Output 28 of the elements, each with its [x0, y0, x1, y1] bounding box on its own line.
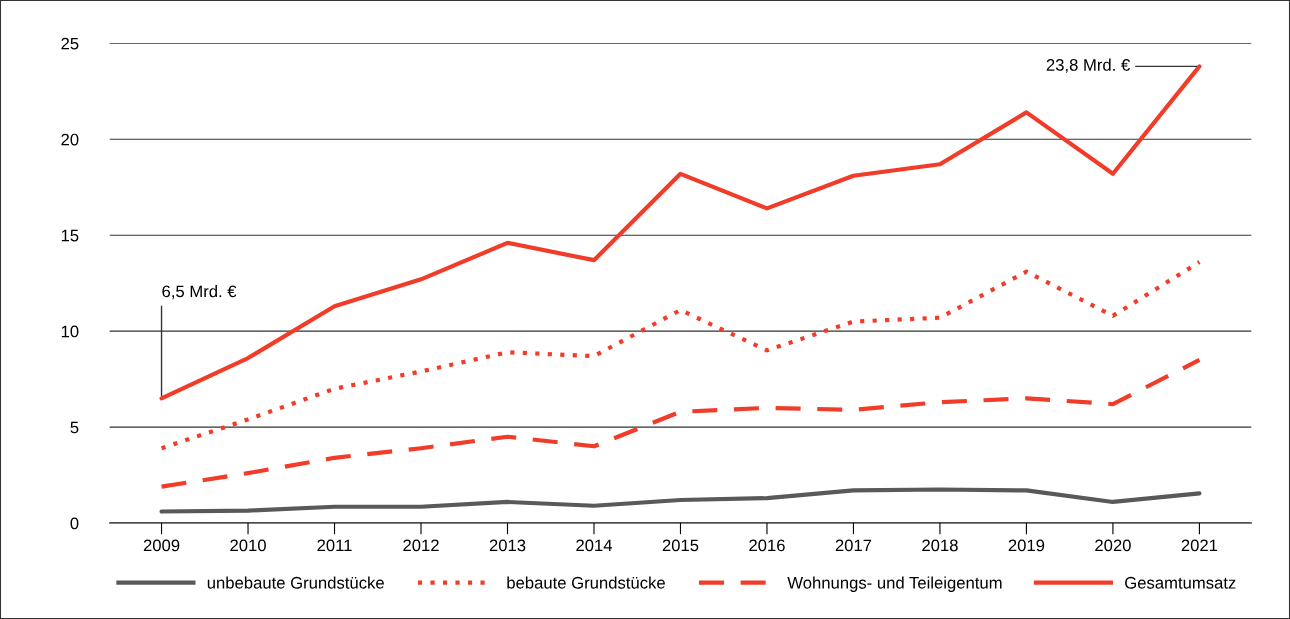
y-tick-label: 15 [61, 229, 79, 242]
legend-label: unbebaute Grundstücke [207, 576, 384, 589]
legend-label: bebaute Grundstücke [507, 576, 665, 589]
y-tick-label: 10 [61, 325, 79, 338]
x-tick-label: 2010 [230, 539, 266, 552]
x-tick-label: 2019 [1008, 539, 1045, 552]
y-tick-label: 20 [61, 133, 79, 146]
x-tick-label: 2021 [1181, 539, 1218, 552]
legend-label: Wohnungs- und Teileigentum [787, 576, 1002, 592]
x-tick-label: 2016 [749, 539, 785, 552]
annotation: 23,8 Mrd. € [1046, 58, 1130, 73]
line-series [159, 487, 1202, 514]
x-tick-label: 2015 [662, 539, 699, 552]
annotation: 6,5 Mrd. € [162, 285, 237, 300]
x-tick-label: 2018 [922, 539, 958, 552]
y-tick-label: 5 [70, 421, 79, 434]
x-tick-label: 2017 [835, 539, 872, 552]
legend-label: Gesamtumsatz [1125, 576, 1236, 589]
x-tick-label: 2014 [576, 539, 613, 552]
y-tick-label: 0 [70, 517, 79, 530]
line-series [159, 259, 1202, 451]
x-tick-label: 2013 [489, 539, 526, 552]
x-tick-label: 2011 [317, 539, 352, 552]
line-series [159, 357, 1202, 489]
x-tick-label: 2020 [1095, 539, 1131, 552]
x-tick-label: 2009 [143, 539, 180, 552]
y-tick-label: 25 [61, 37, 79, 50]
x-tick-label: 2012 [403, 539, 439, 552]
